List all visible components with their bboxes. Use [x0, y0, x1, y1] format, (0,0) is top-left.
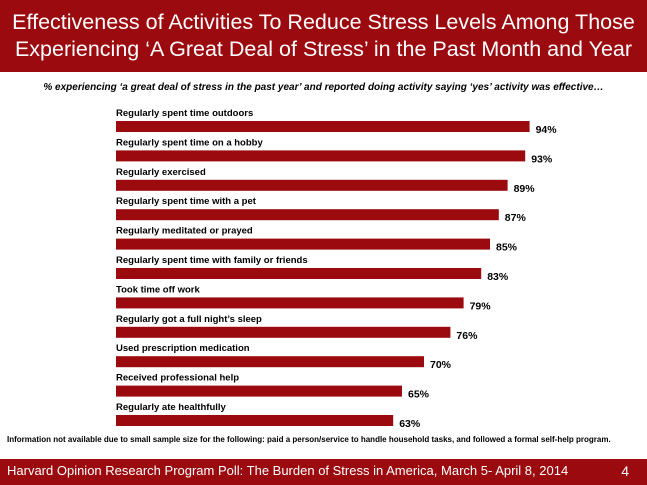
- value-label: 76%: [456, 330, 478, 342]
- value-label: 85%: [496, 242, 518, 254]
- category-label: Regularly spent time on a hobby: [116, 137, 263, 148]
- bar: [116, 356, 424, 368]
- footnote: Information not available due to small s…: [7, 435, 611, 444]
- category-label: Regularly got a full night’s sleep: [116, 314, 262, 325]
- value-label: 94%: [536, 124, 558, 136]
- bar: [116, 415, 394, 426]
- bar: [116, 150, 526, 162]
- bar: [116, 238, 490, 250]
- category-label: Regularly meditated or prayed: [116, 226, 253, 237]
- category-label: Regularly spent time outdoors: [116, 108, 253, 119]
- value-label: 83%: [487, 271, 509, 283]
- category-label: Used prescription medication: [116, 343, 250, 354]
- bar: [116, 297, 464, 309]
- value-label: 79%: [470, 300, 492, 312]
- category-label: Regularly ate healthfully: [116, 402, 227, 413]
- bar: [116, 326, 451, 338]
- chart-subtitle: % experiencing ‘a great deal of stress i…: [43, 82, 604, 93]
- value-label: 70%: [430, 359, 452, 371]
- value-label: 65%: [408, 389, 430, 401]
- category-label: Regularly spent time with a pet: [116, 196, 257, 207]
- bar: [116, 121, 530, 132]
- bar: [116, 385, 402, 397]
- value-label: 93%: [531, 153, 553, 165]
- page-number: 4: [621, 463, 629, 479]
- category-label: Regularly spent time with family or frie…: [116, 255, 308, 266]
- category-label: Regularly exercised: [116, 167, 206, 178]
- bar: [116, 268, 482, 279]
- value-label: 89%: [514, 183, 536, 195]
- title-band: Effectiveness of Activities To Reduce St…: [0, 0, 647, 72]
- footer-source: Harvard Opinion Research Program Poll: T…: [7, 463, 569, 478]
- category-label: Received professional help: [116, 373, 239, 384]
- bar: [116, 209, 499, 221]
- slide-title: Effectiveness of Activities To Reduce St…: [12, 10, 635, 61]
- value-label: 63%: [399, 418, 421, 430]
- category-label: Took time off work: [116, 284, 200, 295]
- value-label: 87%: [505, 212, 527, 224]
- bar-chart: Regularly spent time outdoors 94% Regularl…: [116, 108, 558, 430]
- footer-band: Harvard Opinion Research Program Poll: T…: [0, 459, 647, 485]
- bar: [116, 179, 508, 191]
